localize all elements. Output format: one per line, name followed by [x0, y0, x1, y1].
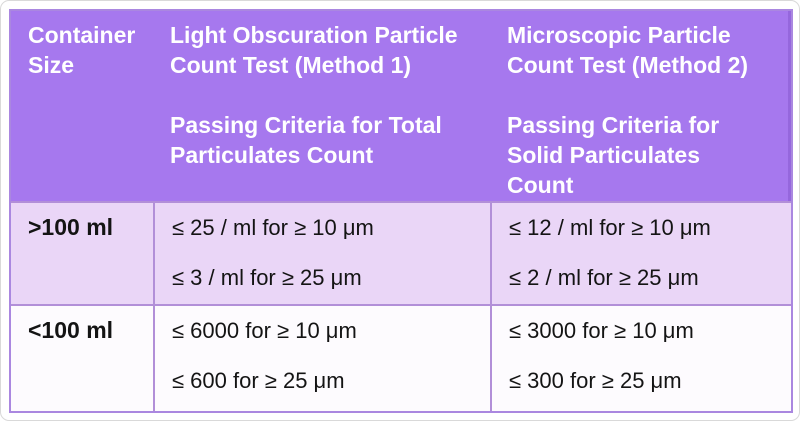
row-lt100-size: <100 ml: [11, 304, 153, 411]
row-gt100-size: >100 ml: [11, 201, 153, 304]
header-method1: Light Obscuration Particle Count Test (M…: [153, 11, 490, 201]
row-lt100-method2-criteria: ≤ 3000 for ≥ 10 μm ≤ 300 for ≥ 25 μm: [490, 304, 791, 411]
row-gt100-method1-criteria: ≤ 25 / ml for ≥ 10 μm ≤ 3 / ml for ≥ 25 …: [153, 201, 490, 304]
header-container-size: Container Size: [11, 11, 153, 201]
criteria-table: Container Size Light Obscuration Particl…: [9, 9, 793, 413]
row-lt100-method1-criteria: ≤ 6000 for ≥ 10 μm ≤ 600 for ≥ 25 μm: [153, 304, 490, 411]
header-method2: Microscopic Particle Count Test (Method …: [490, 11, 791, 201]
row-gt100-method2-criteria: ≤ 12 / ml for ≥ 10 μm ≤ 2 / ml for ≥ 25 …: [490, 201, 791, 304]
